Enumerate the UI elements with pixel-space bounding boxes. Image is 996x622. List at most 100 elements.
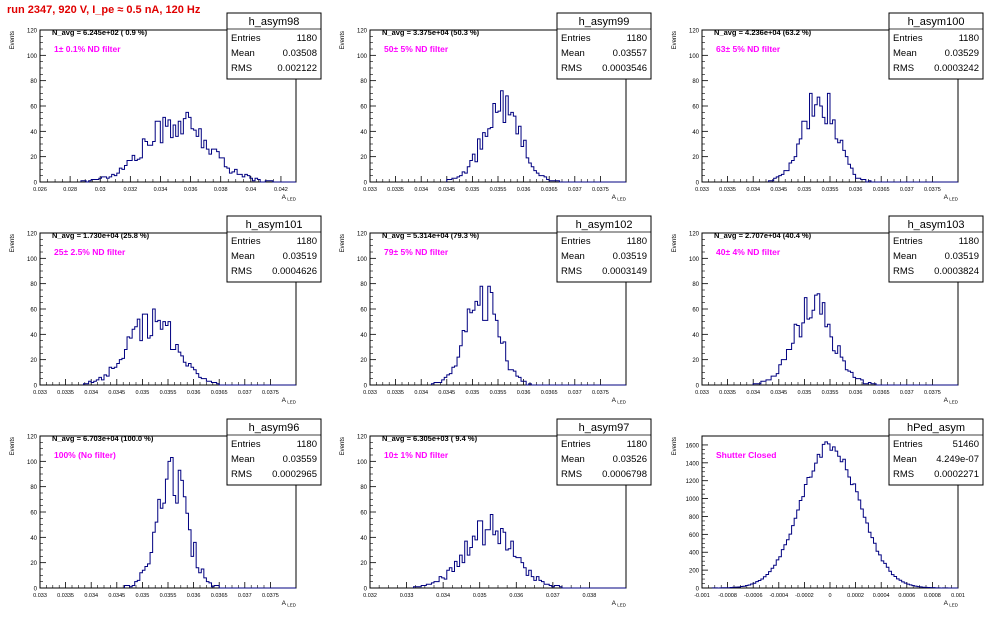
navg-label: N_avg = 6.703e+04 (100.0 %) bbox=[52, 434, 154, 443]
y-tick-label: 40 bbox=[30, 536, 37, 542]
y-tick-label: 1600 bbox=[686, 443, 700, 449]
x-tick-label: 0.0002 bbox=[847, 593, 864, 599]
x-tick-label: -0.001 bbox=[694, 593, 710, 599]
y-tick-label: 120 bbox=[27, 232, 38, 238]
x-tick-label: 0.0335 bbox=[719, 390, 736, 396]
stats-value: 1180 bbox=[959, 33, 979, 44]
histogram-panel: 0 20 40 60 80 100 120 0.033 0.0335 0.034 0.0345 0.0… bbox=[10, 418, 322, 608]
histogram-panel: 0 20 40 60 80 100 120 0.033 0.0335 0.034 0.0345 0.0… bbox=[340, 12, 652, 202]
x-tick-label: 0.033 bbox=[695, 187, 709, 193]
x-tick-label: 0.036 bbox=[187, 593, 201, 599]
histogram-series bbox=[446, 90, 626, 183]
x-tick-label: 0.0345 bbox=[438, 187, 455, 193]
x-tick-label: 0.0345 bbox=[438, 390, 455, 396]
y-tick-label: 40 bbox=[692, 130, 699, 136]
y-tick-label: 40 bbox=[692, 333, 699, 339]
stats-value: 0.03529 bbox=[945, 48, 979, 59]
x-tick-label: 0.0345 bbox=[108, 390, 125, 396]
stats-title: h_asym101 bbox=[246, 219, 303, 231]
stats-title: h_asym97 bbox=[579, 422, 630, 434]
y-tick-label: 60 bbox=[692, 308, 699, 314]
x-tick-label: 0.036 bbox=[849, 187, 863, 193]
y-tick-label: 120 bbox=[689, 232, 700, 238]
stats-key: RMS bbox=[561, 63, 582, 74]
x-tick-label: 0.034 bbox=[436, 593, 450, 599]
x-axis-title: A LED bbox=[612, 397, 627, 405]
stats-value: 0.03519 bbox=[945, 251, 979, 262]
y-tick-label: 80 bbox=[30, 79, 37, 85]
stats-key: Mean bbox=[893, 48, 917, 59]
stats-key: Entries bbox=[561, 236, 591, 247]
stats-title: h_asym98 bbox=[249, 16, 300, 28]
x-axis-title: A LED bbox=[944, 600, 959, 608]
y-tick-label: 0 bbox=[364, 181, 368, 187]
stats-key: Mean bbox=[561, 251, 585, 262]
y-tick-label: 100 bbox=[357, 257, 368, 263]
x-tick-label: 0.0335 bbox=[387, 390, 404, 396]
stats-value: 1180 bbox=[959, 236, 979, 247]
x-tick-label: 0.032 bbox=[123, 187, 137, 193]
stats-key: Entries bbox=[231, 236, 261, 247]
navg-label: N_avg = 4.236e+04 (63.2 %) bbox=[714, 28, 812, 37]
y-tick-label: 60 bbox=[360, 105, 367, 111]
x-tick-label: 0.037 bbox=[568, 390, 582, 396]
stats-key: Mean bbox=[561, 48, 585, 59]
x-tick-label: 0.0335 bbox=[57, 593, 74, 599]
y-tick-label: 60 bbox=[360, 511, 367, 517]
y-tick-label: 20 bbox=[692, 155, 699, 161]
y-axis-title: Events bbox=[10, 437, 16, 455]
x-tick-label: 0.038 bbox=[583, 593, 597, 599]
stats-box bbox=[556, 215, 652, 283]
y-tick-label: 60 bbox=[30, 511, 37, 517]
x-tick-label: 0.0375 bbox=[262, 390, 279, 396]
stats-key: Mean bbox=[231, 251, 255, 262]
x-tick-label: 0.0375 bbox=[592, 390, 609, 396]
navg-label: N_avg = 1.730e+04 (25.8 %) bbox=[52, 231, 150, 240]
histogram-series bbox=[768, 92, 958, 183]
y-tick-label: 0 bbox=[696, 181, 700, 187]
x-tick-label: 0.037 bbox=[238, 390, 252, 396]
y-tick-label: 80 bbox=[692, 79, 699, 85]
y-tick-label: 200 bbox=[689, 569, 700, 575]
stats-key: RMS bbox=[561, 469, 582, 480]
navg-label: N_avg = 3.375e+04 (50.3 %) bbox=[382, 28, 480, 37]
x-tick-label: 0.04 bbox=[245, 187, 256, 193]
x-tick-label: -0.0008 bbox=[718, 593, 737, 599]
stats-value: 0.03526 bbox=[613, 454, 647, 465]
x-tick-label: 0.036 bbox=[187, 390, 201, 396]
y-axis-title: Events bbox=[340, 234, 346, 252]
navg-label: N_avg = 2.707e+04 (40.4 %) bbox=[714, 231, 812, 240]
stats-value: 0.03508 bbox=[283, 48, 317, 59]
x-axis-title: A LED bbox=[282, 397, 297, 405]
x-tick-label: 0.0375 bbox=[924, 390, 941, 396]
x-tick-label: 0.0006 bbox=[898, 593, 915, 599]
x-tick-label: 0.036 bbox=[849, 390, 863, 396]
stats-title: hPed_asym bbox=[907, 422, 965, 434]
stats-key: RMS bbox=[893, 63, 914, 74]
y-tick-label: 20 bbox=[360, 561, 367, 567]
histogram-series bbox=[752, 293, 958, 386]
y-axis-title: Events bbox=[672, 31, 678, 49]
x-axis-title: A LED bbox=[282, 600, 297, 608]
filter-label: 10± 1% ND filter bbox=[384, 450, 449, 460]
y-tick-label: 0 bbox=[34, 587, 38, 593]
x-tick-label: 0.033 bbox=[400, 593, 414, 599]
x-axis-title: A LED bbox=[944, 397, 959, 405]
stats-key: RMS bbox=[561, 266, 582, 277]
stats-title: h_asym103 bbox=[908, 219, 965, 231]
x-tick-label: 0.037 bbox=[568, 187, 582, 193]
x-tick-label: 0.0365 bbox=[541, 390, 558, 396]
x-tick-label: 0.036 bbox=[517, 187, 531, 193]
x-tick-label: 0.0365 bbox=[873, 187, 890, 193]
y-tick-label: 80 bbox=[30, 282, 37, 288]
y-tick-label: 0 bbox=[696, 384, 700, 390]
y-tick-label: 1200 bbox=[686, 479, 700, 485]
stats-value: 1180 bbox=[297, 236, 317, 247]
stats-value: 4.249e-07 bbox=[936, 454, 979, 465]
stats-key: Entries bbox=[231, 439, 261, 450]
x-tick-label: 0.042 bbox=[274, 187, 288, 193]
y-tick-label: 20 bbox=[30, 561, 37, 567]
x-tick-label: 0.038 bbox=[214, 187, 228, 193]
y-tick-label: 80 bbox=[360, 282, 367, 288]
y-axis-title: Events bbox=[10, 234, 16, 252]
